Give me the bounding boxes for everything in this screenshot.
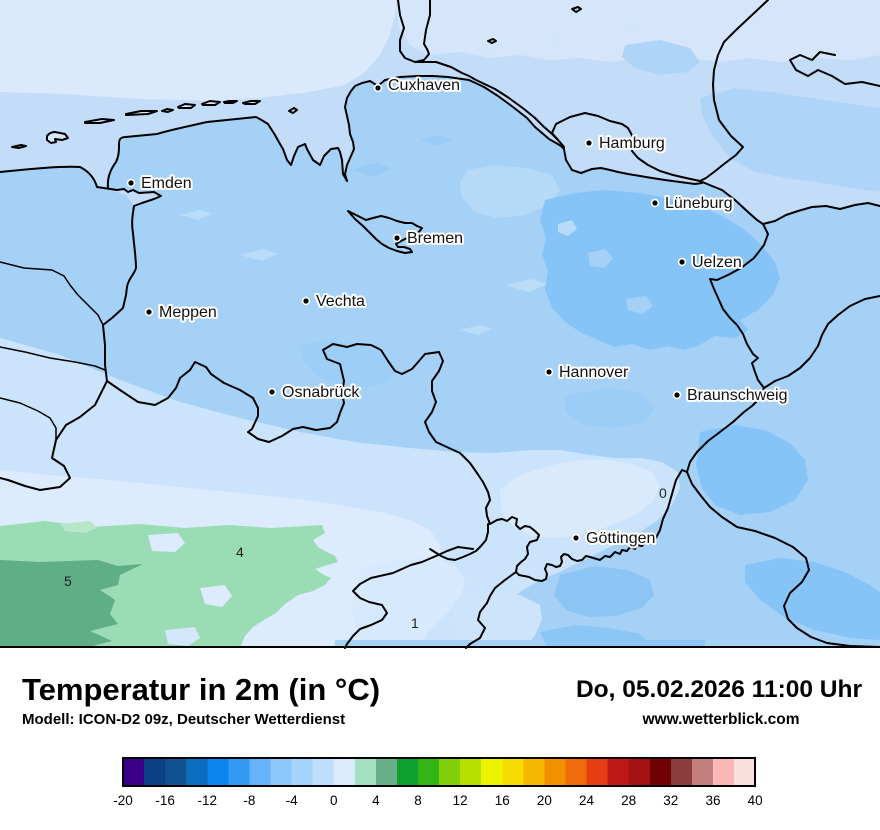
svg-text:12: 12 (453, 793, 468, 808)
svg-text:Emden: Emden (141, 175, 192, 192)
svg-text:36: 36 (705, 793, 720, 808)
svg-text:Modell: ICON-D2 09z, Deutscher: Modell: ICON-D2 09z, Deutscher Wetterdie… (22, 711, 345, 728)
svg-text:5: 5 (64, 573, 72, 589)
svg-text:Vechta: Vechta (316, 293, 365, 310)
svg-text:4: 4 (236, 544, 244, 560)
svg-text:Do, 05.02.2026 11:00 Uhr: Do, 05.02.2026 11:00 Uhr (576, 676, 862, 703)
svg-text:-16: -16 (155, 793, 175, 808)
svg-text:-8: -8 (243, 793, 255, 808)
svg-text:0: 0 (659, 485, 667, 501)
svg-text:28: 28 (621, 793, 636, 808)
svg-text:8: 8 (414, 793, 422, 808)
svg-text:Braunschweig: Braunschweig (687, 387, 788, 404)
svg-text:Temperatur in 2m (in °C): Temperatur in 2m (in °C) (22, 672, 380, 707)
svg-text:Hamburg: Hamburg (599, 135, 665, 152)
svg-text:20: 20 (537, 793, 552, 808)
svg-text:Osnabrück: Osnabrück (282, 384, 360, 401)
svg-text:Meppen: Meppen (159, 304, 217, 321)
svg-text:-12: -12 (198, 793, 218, 808)
svg-text:Uelzen: Uelzen (692, 254, 742, 271)
svg-text:Göttingen: Göttingen (586, 530, 655, 547)
svg-text:Cuxhaven: Cuxhaven (388, 77, 460, 94)
svg-text:24: 24 (579, 793, 595, 808)
svg-text:0: 0 (330, 793, 338, 808)
svg-text:40: 40 (748, 793, 763, 808)
svg-text:16: 16 (495, 793, 510, 808)
svg-text:32: 32 (663, 793, 678, 808)
svg-text:www.wetterblick.com: www.wetterblick.com (641, 711, 799, 728)
svg-text:Hannover: Hannover (559, 364, 629, 381)
svg-text:Bremen: Bremen (407, 230, 463, 247)
svg-text:Lüneburg: Lüneburg (665, 195, 733, 212)
svg-text:1: 1 (411, 615, 419, 631)
svg-text:4: 4 (372, 793, 380, 808)
svg-text:-20: -20 (113, 793, 133, 808)
svg-text:-4: -4 (286, 793, 298, 808)
